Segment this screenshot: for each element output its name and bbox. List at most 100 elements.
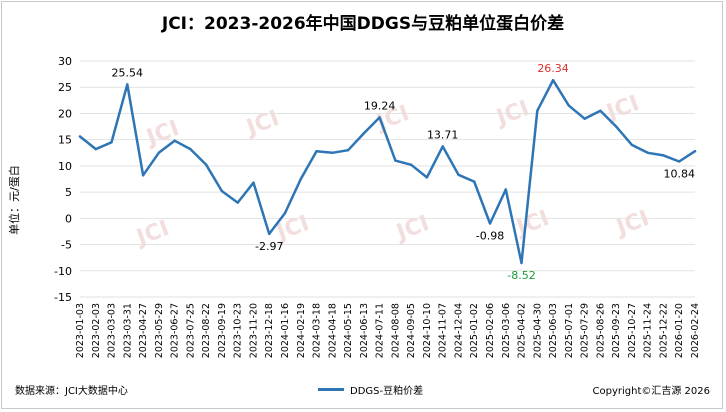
data-point	[646, 151, 649, 154]
data-point	[457, 173, 460, 177]
x-tick-label: 2024-03-18	[312, 303, 323, 358]
x-tick-label: 2024-08-08	[390, 303, 401, 358]
data-point	[441, 145, 444, 148]
y-tick-label: 30	[58, 55, 72, 68]
data-point	[599, 109, 602, 113]
watermark-logo: JCI	[242, 106, 283, 141]
data-source-note: 数据来源：JCI大数据中心	[15, 386, 128, 397]
data-point	[394, 159, 397, 162]
grid-lines	[80, 60, 695, 298]
x-tick-label: 2025-04-02	[517, 303, 528, 358]
x-tick-label: 2024-01-16	[280, 303, 291, 358]
x-tick-label: 2026-01-20	[674, 303, 685, 358]
data-point	[315, 150, 318, 153]
data-label: 13.71	[427, 128, 459, 141]
y-tick-label: 15	[58, 134, 72, 147]
data-point	[299, 177, 302, 181]
data-point	[536, 109, 539, 113]
legend[interactable]: DDGS-豆粕价差	[318, 382, 423, 397]
y-tick-label: 20	[58, 107, 72, 120]
x-tick-label: 2023-01-03	[75, 303, 86, 358]
x-tick-label: 2025-01-02	[469, 303, 480, 358]
x-tick-label: 2023-09-19	[217, 303, 228, 358]
copyright-note: Copyright©汇吉源 2026	[592, 386, 711, 397]
x-tick-label: 2025-06-03	[548, 303, 559, 358]
data-point	[425, 176, 429, 179]
data-point	[678, 160, 681, 163]
x-tick-label: 2025-07-01	[564, 303, 575, 358]
chart-title: JCI：2023-2026年中国DDGS与豆粕单位蛋白价差	[161, 14, 565, 34]
watermark-logo: JCI	[602, 91, 643, 126]
legend-swatch	[318, 388, 344, 391]
x-tick-label: 2025-10-27	[627, 303, 638, 358]
x-tick-label: 2023-11-20	[248, 303, 259, 358]
data-point	[126, 83, 129, 86]
data-label: -8.52	[507, 269, 535, 282]
x-tick-label: 2025-11-24	[643, 303, 654, 358]
data-point	[283, 211, 287, 215]
x-tick-label: 2024-12-04	[453, 303, 464, 358]
x-tick-label: 2023-10-23	[233, 303, 244, 358]
watermark-logo: JCI	[512, 206, 553, 241]
x-tick-label: 2025-07-29	[580, 303, 591, 358]
annotation-layer: 25.54 -2.97 19.24 13.71 -0.98 -8.52 26.34 10.84	[112, 62, 695, 282]
watermark-logo: JCI	[142, 116, 183, 151]
x-tick-label: 2024-11-07	[438, 303, 449, 358]
data-point	[693, 150, 697, 153]
watermark-logo: JCI	[132, 216, 173, 251]
data-point	[567, 104, 571, 107]
data-point	[662, 154, 665, 157]
x-tick-label: 2024-05-15	[343, 303, 354, 358]
data-point	[204, 163, 208, 167]
x-tick-label: 2023-08-22	[201, 303, 212, 358]
data-point	[78, 135, 82, 138]
x-tick-label: 2024-04-18	[327, 303, 338, 358]
x-tick-label: 2023-07-25	[185, 303, 196, 358]
data-point	[173, 139, 176, 142]
x-tick-label: 2024-06-13	[359, 303, 370, 358]
data-label: 26.34	[537, 62, 569, 75]
series-layer	[78, 78, 697, 265]
watermark-logo: JCI	[612, 206, 653, 241]
data-point	[583, 117, 586, 120]
data-point	[331, 151, 334, 154]
x-tick-label: 2023-05-29	[154, 303, 165, 358]
x-tick-label: 2023-12-18	[264, 303, 275, 358]
x-tick-label: 2023-03-03	[107, 303, 118, 358]
x-tick-label: 2025-09-23	[611, 303, 622, 358]
data-point	[252, 181, 255, 184]
x-tick-label: 2023-04-27	[138, 303, 149, 358]
data-point	[157, 151, 161, 154]
data-point	[630, 143, 634, 147]
data-label: 19.24	[364, 99, 396, 112]
data-label: -0.98	[476, 229, 504, 242]
x-tick-label: 2025-04-30	[532, 303, 543, 358]
legend-label: DDGS-豆粕价差	[350, 386, 424, 397]
data-point	[236, 201, 239, 204]
y-tick-label: -15	[54, 291, 72, 304]
data-label: 10.84	[663, 167, 695, 180]
data-label: 25.54	[112, 66, 144, 79]
data-label: -2.97	[255, 240, 283, 253]
data-point	[488, 222, 492, 225]
x-tick-label: 2025-02-06	[485, 303, 496, 358]
data-point	[362, 132, 366, 135]
x-tick-label: 2023-02-03	[91, 303, 102, 358]
y-tick-label: 5	[65, 186, 72, 199]
y-tick-label: 0	[65, 212, 72, 225]
x-tick-label: 2023-03-31	[122, 303, 133, 358]
x-tick-label: 2023-06-27	[170, 303, 181, 358]
watermark-logo: JCI	[392, 211, 433, 246]
data-point	[551, 78, 555, 82]
x-tick-label: 2025-03-06	[501, 303, 512, 358]
x-tick-label: 2025-08-26	[595, 303, 606, 358]
data-point	[94, 147, 97, 151]
data-point	[346, 148, 350, 152]
data-point	[378, 116, 381, 119]
x-tick-label: 2024-10-10	[422, 303, 433, 358]
y-tick-label: 10	[58, 160, 72, 173]
data-point	[520, 261, 523, 265]
data-point	[220, 189, 224, 193]
